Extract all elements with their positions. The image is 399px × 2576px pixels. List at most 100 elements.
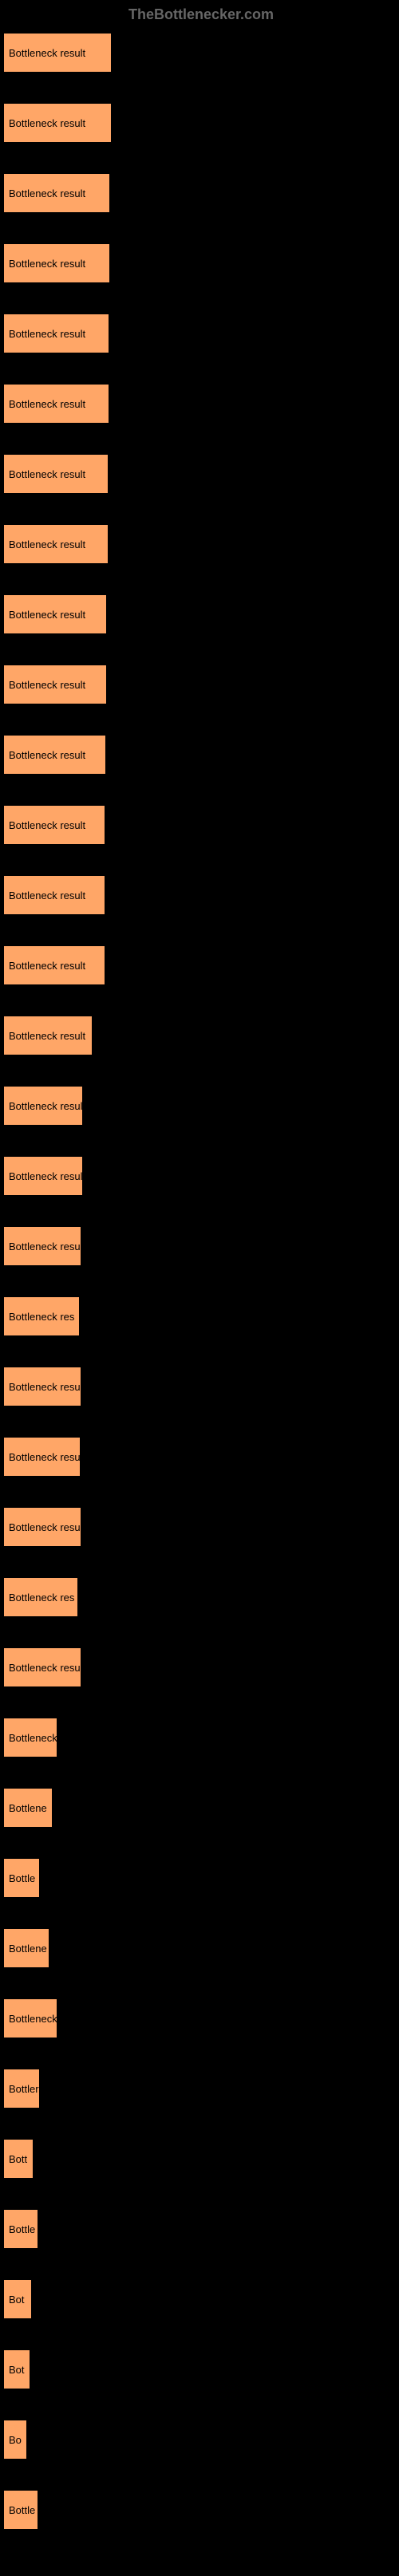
bar-label: Bottleneck result	[9, 1100, 83, 1112]
bar: Bottleneck result	[3, 454, 109, 494]
bar-row: Bo	[3, 2420, 399, 2460]
bar-label: Bottleneck result	[9, 1030, 85, 1042]
bar: Bottle	[3, 2490, 38, 2530]
bar-row: Bottleneck result	[3, 805, 399, 845]
bar-row: Bottler	[3, 2069, 399, 2109]
bar: Bottleneck result	[3, 314, 109, 353]
bar-row: Bottleneck result	[3, 1507, 399, 1547]
bar-label: Bottleneck result	[9, 1241, 81, 1252]
bar: Bottleneck result	[3, 1156, 83, 1196]
bar-row: Bottleneck result	[3, 945, 399, 985]
bar-label: Bottle	[9, 1872, 35, 1884]
bar: Bottleneck res	[3, 1577, 78, 1617]
bar: Bottlene	[3, 1788, 53, 1828]
bar-row: Bottleneck result	[3, 735, 399, 775]
bar: Bottleneck result	[3, 1086, 83, 1126]
bar-label: Bottleneck result	[9, 1170, 83, 1182]
bar-row: Bottleneck	[3, 1998, 399, 2038]
bar-row: Bottleneck result	[3, 243, 399, 283]
bar-label: Bottleneck res	[9, 1311, 74, 1323]
bar-label: Bottleneck result	[9, 47, 85, 59]
bar-row: Bottleneck result	[3, 1226, 399, 1266]
bar-label: Bottle	[9, 2504, 35, 2516]
bar-row: Bottleneck res	[3, 1577, 399, 1617]
bar-row: Bottleneck result	[3, 384, 399, 424]
bar-row: Bottleneck result	[3, 454, 399, 494]
bar-label: Bottleneck result	[9, 538, 85, 550]
bar: Bott	[3, 2139, 34, 2179]
bar-row: Bot	[3, 2349, 399, 2389]
bar: Bottleneck result	[3, 524, 109, 564]
bar: Bottleneck result	[3, 665, 107, 704]
bar: Bottleneck result	[3, 1507, 81, 1547]
bar: Bottleneck result	[3, 594, 107, 634]
bar-label: Bottleneck result	[9, 1381, 81, 1393]
bar-label: Bot	[9, 2364, 25, 2376]
bar-label: Bottleneck result	[9, 609, 85, 621]
bar-row: Bottleneck result	[3, 1156, 399, 1196]
bar-label: Bottle	[9, 2223, 35, 2235]
bar-label: Bottleneck	[9, 2013, 57, 2025]
bar-row: Bottleneck result	[3, 875, 399, 915]
bar-row: Bottleneck result	[3, 33, 399, 73]
bar-label: Bottleneck result	[9, 398, 85, 410]
bar-row: Bottleneck result	[3, 1086, 399, 1126]
bar: Bottleneck result	[3, 1016, 93, 1055]
bar-row: Bottlene	[3, 1788, 399, 1828]
bar-label: Bottleneck resul	[9, 1451, 81, 1463]
bar-label: Bo	[9, 2434, 22, 2446]
bar-label: Bottleneck result	[9, 890, 85, 901]
bar-row: Bottleneck	[3, 1718, 399, 1757]
bar: Bottle	[3, 1858, 40, 1898]
bar-row: Bottleneck result	[3, 173, 399, 213]
bar: Bottleneck result	[3, 1367, 81, 1406]
bar-label: Bottlene	[9, 1802, 47, 1814]
bar: Bottleneck	[3, 1998, 57, 2038]
bar-label: Bottleneck result	[9, 1521, 81, 1533]
bar-label: Bottleneck	[9, 1732, 57, 1744]
bar: Bot	[3, 2279, 32, 2319]
bar: Bottleneck result	[3, 173, 110, 213]
bar-row: Bottleneck result	[3, 103, 399, 143]
bar-row: Bottleneck result	[3, 1367, 399, 1406]
bar-row: Bottleneck result	[3, 594, 399, 634]
bar-row: Bottlene	[3, 1928, 399, 1968]
bar: Bottleneck result	[3, 243, 110, 283]
bar-label: Bottleneck result	[9, 960, 85, 972]
bar: Bottler	[3, 2069, 40, 2109]
bar-row: Bottleneck result	[3, 1647, 399, 1687]
bar-row: Bottle	[3, 2209, 399, 2249]
bar: Bottleneck result	[3, 33, 112, 73]
bar: Bottleneck result	[3, 875, 105, 915]
bar-label: Bottleneck result	[9, 117, 85, 129]
bar-label: Bottleneck res	[9, 1592, 74, 1604]
bar: Bottleneck	[3, 1718, 57, 1757]
bar-label: Bottleneck result	[9, 258, 85, 270]
bar: Bottleneck res	[3, 1296, 80, 1336]
bar: Bottleneck result	[3, 735, 106, 775]
bar-row: Bottleneck res	[3, 1296, 399, 1336]
bar-row: Bot	[3, 2279, 399, 2319]
bar-row: Bottleneck resul	[3, 1437, 399, 1477]
bar: Bottleneck resul	[3, 1437, 81, 1477]
bar-row: Bottleneck result	[3, 314, 399, 353]
bar-label: Bot	[9, 2294, 25, 2306]
bar: Bottleneck result	[3, 1226, 81, 1266]
bar-label: Bott	[9, 2153, 27, 2165]
bar-row: Bottle	[3, 2490, 399, 2530]
bar: Bottleneck result	[3, 805, 105, 845]
bar-label: Bottleneck result	[9, 679, 85, 691]
bar-label: Bottleneck result	[9, 187, 85, 199]
bar-label: Bottleneck result	[9, 749, 85, 761]
bar: Bottlene	[3, 1928, 49, 1968]
bar-row: Bottleneck result	[3, 665, 399, 704]
bar-label: Bottlene	[9, 1943, 47, 1955]
bar-label: Bottleneck result	[9, 819, 85, 831]
bar: Bottleneck result	[3, 945, 105, 985]
bar-row: Bott	[3, 2139, 399, 2179]
bar-chart: Bottleneck result Bottleneck result Bottle…	[3, 33, 399, 2530]
bar: Bo	[3, 2420, 27, 2460]
bar: Bottleneck result	[3, 103, 112, 143]
bar: Bottle	[3, 2209, 38, 2249]
watermark-text: TheBottlenecker.com	[3, 3, 399, 33]
